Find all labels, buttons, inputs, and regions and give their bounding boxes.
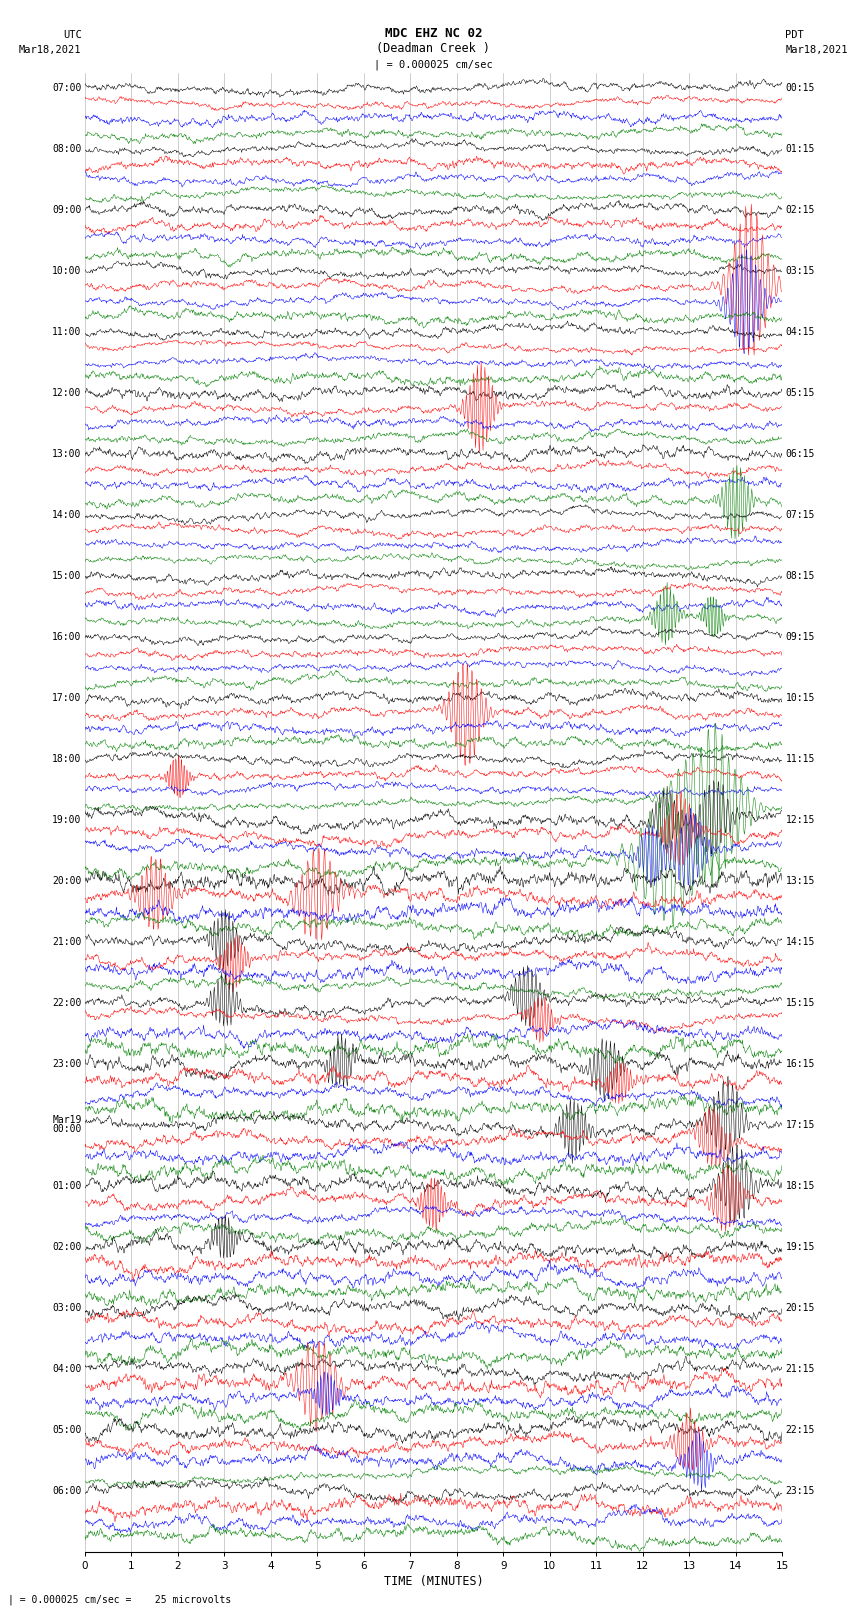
Text: 00:15: 00:15 <box>785 82 815 94</box>
Text: 08:15: 08:15 <box>785 571 815 581</box>
Text: 06:00: 06:00 <box>52 1486 82 1495</box>
Text: | = 0.000025 cm/sec: | = 0.000025 cm/sec <box>374 60 493 69</box>
Text: 19:15: 19:15 <box>785 1242 815 1252</box>
Text: Mar18,2021: Mar18,2021 <box>19 45 82 55</box>
Text: 13:15: 13:15 <box>785 876 815 886</box>
Text: 20:00: 20:00 <box>52 876 82 886</box>
Text: 14:00: 14:00 <box>52 510 82 519</box>
Text: 15:00: 15:00 <box>52 571 82 581</box>
Text: 12:00: 12:00 <box>52 387 82 398</box>
Text: 17:15: 17:15 <box>785 1119 815 1129</box>
Text: 12:15: 12:15 <box>785 815 815 824</box>
Text: 18:15: 18:15 <box>785 1181 815 1190</box>
Text: 01:15: 01:15 <box>785 144 815 153</box>
Text: 19:00: 19:00 <box>52 815 82 824</box>
Text: 04:00: 04:00 <box>52 1363 82 1374</box>
Text: 23:15: 23:15 <box>785 1486 815 1495</box>
Text: 16:00: 16:00 <box>52 632 82 642</box>
Text: 22:15: 22:15 <box>785 1424 815 1434</box>
Text: 23:00: 23:00 <box>52 1058 82 1069</box>
X-axis label: TIME (MINUTES): TIME (MINUTES) <box>383 1574 484 1587</box>
Text: Mar19
00:00: Mar19 00:00 <box>52 1115 82 1134</box>
Text: 10:00: 10:00 <box>52 266 82 276</box>
Text: (Deadman Creek ): (Deadman Creek ) <box>377 42 490 55</box>
Text: 15:15: 15:15 <box>785 998 815 1008</box>
Text: 10:15: 10:15 <box>785 692 815 703</box>
Text: 03:00: 03:00 <box>52 1303 82 1313</box>
Text: 03:15: 03:15 <box>785 266 815 276</box>
Text: 07:15: 07:15 <box>785 510 815 519</box>
Text: 05:15: 05:15 <box>785 387 815 398</box>
Text: 21:00: 21:00 <box>52 937 82 947</box>
Text: 20:15: 20:15 <box>785 1303 815 1313</box>
Text: 13:00: 13:00 <box>52 448 82 458</box>
Text: 07:00: 07:00 <box>52 82 82 94</box>
Text: 17:00: 17:00 <box>52 692 82 703</box>
Text: 14:15: 14:15 <box>785 937 815 947</box>
Text: PDT: PDT <box>785 31 804 40</box>
Text: MDC EHZ NC 02: MDC EHZ NC 02 <box>385 27 482 40</box>
Text: 08:00: 08:00 <box>52 144 82 153</box>
Text: 09:00: 09:00 <box>52 205 82 215</box>
Text: 16:15: 16:15 <box>785 1058 815 1069</box>
Text: 05:00: 05:00 <box>52 1424 82 1434</box>
Text: 22:00: 22:00 <box>52 998 82 1008</box>
Text: 06:15: 06:15 <box>785 448 815 458</box>
Text: 18:00: 18:00 <box>52 753 82 765</box>
Text: 02:15: 02:15 <box>785 205 815 215</box>
Text: UTC: UTC <box>63 31 82 40</box>
Text: 09:15: 09:15 <box>785 632 815 642</box>
Text: 11:15: 11:15 <box>785 753 815 765</box>
Text: 04:15: 04:15 <box>785 327 815 337</box>
Text: | = 0.000025 cm/sec =    25 microvolts: | = 0.000025 cm/sec = 25 microvolts <box>8 1594 232 1605</box>
Text: 01:00: 01:00 <box>52 1181 82 1190</box>
Text: 02:00: 02:00 <box>52 1242 82 1252</box>
Text: 11:00: 11:00 <box>52 327 82 337</box>
Text: 21:15: 21:15 <box>785 1363 815 1374</box>
Text: Mar18,2021: Mar18,2021 <box>785 45 848 55</box>
